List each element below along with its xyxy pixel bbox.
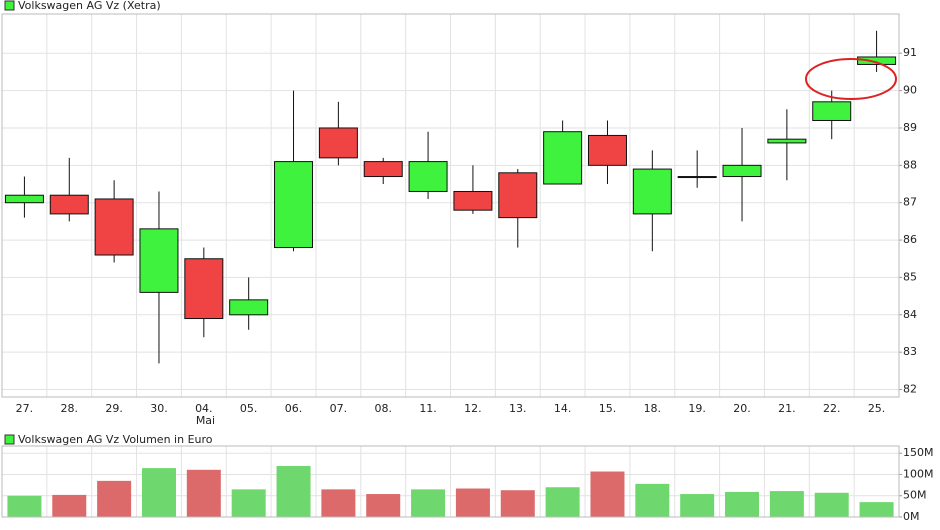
x-tick-label: 05. <box>240 402 258 415</box>
y-tick-label: 0M <box>903 510 920 523</box>
x-tick-label: 14. <box>554 402 572 415</box>
chart-title: Volkswagen AG Vz (Xetra) <box>18 0 161 12</box>
volume-bar <box>411 489 446 517</box>
x-tick-sublabel: Mai <box>196 414 215 427</box>
candle-body <box>184 258 224 320</box>
volume-bar <box>141 468 176 517</box>
x-tick-label: 07. <box>330 402 348 415</box>
candle-body <box>229 299 269 316</box>
chart-title: Volkswagen AG Vz Volumen in Euro <box>18 433 213 446</box>
candle-body <box>49 194 89 215</box>
candle-body <box>632 168 672 215</box>
y-tick-label: 85 <box>903 270 917 283</box>
candle-body <box>857 56 897 65</box>
volume-bar <box>590 471 625 517</box>
x-tick-label: 08. <box>374 402 392 415</box>
volume-bar <box>500 490 535 517</box>
volume-bar <box>769 491 804 517</box>
x-tick-label: 29. <box>105 402 123 415</box>
y-tick-label: 90 <box>903 84 917 97</box>
volume-bar <box>276 465 311 517</box>
highlight-ellipse <box>805 58 897 100</box>
y-tick-label: 86 <box>903 233 917 246</box>
candle-body <box>139 228 179 293</box>
x-tick-label: 04. <box>195 402 213 415</box>
legend-swatch <box>4 0 15 11</box>
y-tick-label: 91 <box>903 46 917 59</box>
candle-body <box>812 101 852 121</box>
y-tick-label: 100M <box>903 467 934 480</box>
volume-bar <box>814 492 849 517</box>
x-tick-label: 12. <box>464 402 482 415</box>
y-tick-label: 87 <box>903 196 917 209</box>
candle-body <box>767 138 807 144</box>
y-tick-label: 88 <box>903 158 917 171</box>
x-tick-label: 28. <box>61 402 79 415</box>
plot-frame <box>1 13 900 398</box>
x-tick-label: 18. <box>644 402 662 415</box>
candle-body <box>274 161 314 249</box>
candle-body <box>722 164 762 178</box>
volume-bar <box>186 469 221 517</box>
candle-body <box>543 131 583 185</box>
y-tick-label: 50M <box>903 489 927 502</box>
candle-body <box>587 134 627 166</box>
candle-body <box>453 190 493 211</box>
x-tick-label: 27. <box>16 402 34 415</box>
volume-bar <box>635 483 670 517</box>
volume-bar <box>680 494 715 517</box>
x-tick-label: 22. <box>823 402 841 415</box>
x-tick-label: 15. <box>599 402 617 415</box>
candle-body <box>363 161 403 178</box>
legend-swatch <box>4 434 15 445</box>
x-tick-label: 13. <box>509 402 527 415</box>
x-tick-label: 21. <box>778 402 796 415</box>
plot-frame <box>1 445 900 518</box>
x-tick-label: 19. <box>688 402 706 415</box>
volume-bar <box>7 495 42 517</box>
volume-bar <box>725 491 760 517</box>
candle-body <box>4 194 44 204</box>
candle-body <box>408 161 448 192</box>
candle-body <box>94 198 134 256</box>
volume-bar <box>321 489 356 517</box>
x-tick-label: 30. <box>150 402 168 415</box>
volume-bar <box>231 489 266 517</box>
x-tick-label: 11. <box>419 402 437 415</box>
volume-bar <box>859 502 894 517</box>
x-tick-label: 25. <box>868 402 886 415</box>
candle-body <box>498 172 538 219</box>
x-tick-label: 20. <box>733 402 751 415</box>
y-tick-label: 82 <box>903 383 917 396</box>
volume-bar <box>455 488 490 517</box>
y-tick-label: 83 <box>903 345 917 358</box>
y-tick-label: 84 <box>903 308 917 321</box>
x-tick-label: 06. <box>285 402 303 415</box>
volume-bar <box>366 494 401 517</box>
candle-body <box>318 127 358 159</box>
volume-bar <box>97 480 132 517</box>
volume-bar <box>545 487 580 517</box>
volume-bar <box>52 494 87 517</box>
candle-body <box>677 176 717 179</box>
y-tick-label: 150M <box>903 446 934 459</box>
y-tick-label: 89 <box>903 121 917 134</box>
